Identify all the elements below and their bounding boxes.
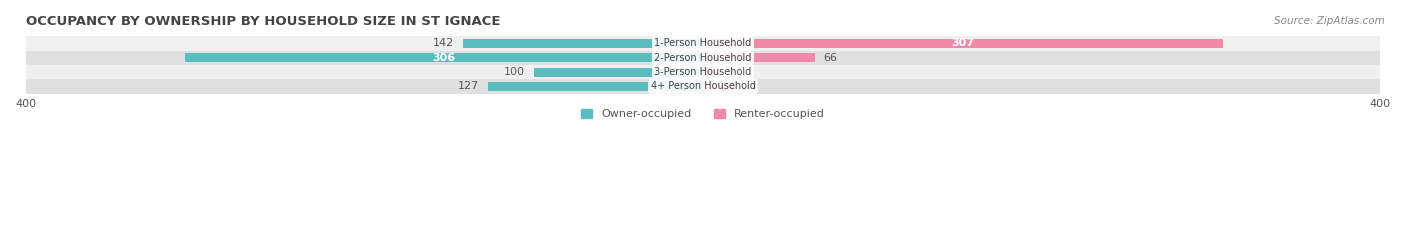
Text: 2-Person Household: 2-Person Household xyxy=(654,53,752,63)
Text: 66: 66 xyxy=(824,53,837,63)
Bar xyxy=(25,51,1381,65)
Bar xyxy=(488,82,703,91)
Bar xyxy=(463,39,703,48)
Bar xyxy=(184,53,703,62)
Bar xyxy=(25,79,1381,94)
Text: 307: 307 xyxy=(952,38,974,48)
Bar xyxy=(703,53,815,62)
Text: 3-Person Household: 3-Person Household xyxy=(654,67,752,77)
Bar xyxy=(534,68,703,77)
Bar xyxy=(703,39,1223,48)
Text: 100: 100 xyxy=(505,67,526,77)
Bar xyxy=(25,65,1381,79)
Text: 4+ Person Household: 4+ Person Household xyxy=(651,82,755,92)
Text: 9: 9 xyxy=(727,67,734,77)
Bar xyxy=(703,82,735,91)
Bar xyxy=(25,36,1381,51)
Text: 127: 127 xyxy=(458,82,479,92)
Bar xyxy=(703,68,718,77)
Text: 142: 142 xyxy=(433,38,454,48)
Text: Source: ZipAtlas.com: Source: ZipAtlas.com xyxy=(1274,16,1385,26)
Text: 1-Person Household: 1-Person Household xyxy=(654,38,752,48)
Legend: Owner-occupied, Renter-occupied: Owner-occupied, Renter-occupied xyxy=(576,105,830,124)
Text: OCCUPANCY BY OWNERSHIP BY HOUSEHOLD SIZE IN ST IGNACE: OCCUPANCY BY OWNERSHIP BY HOUSEHOLD SIZE… xyxy=(25,15,501,28)
Text: 306: 306 xyxy=(432,53,456,63)
Text: 19: 19 xyxy=(744,82,758,92)
